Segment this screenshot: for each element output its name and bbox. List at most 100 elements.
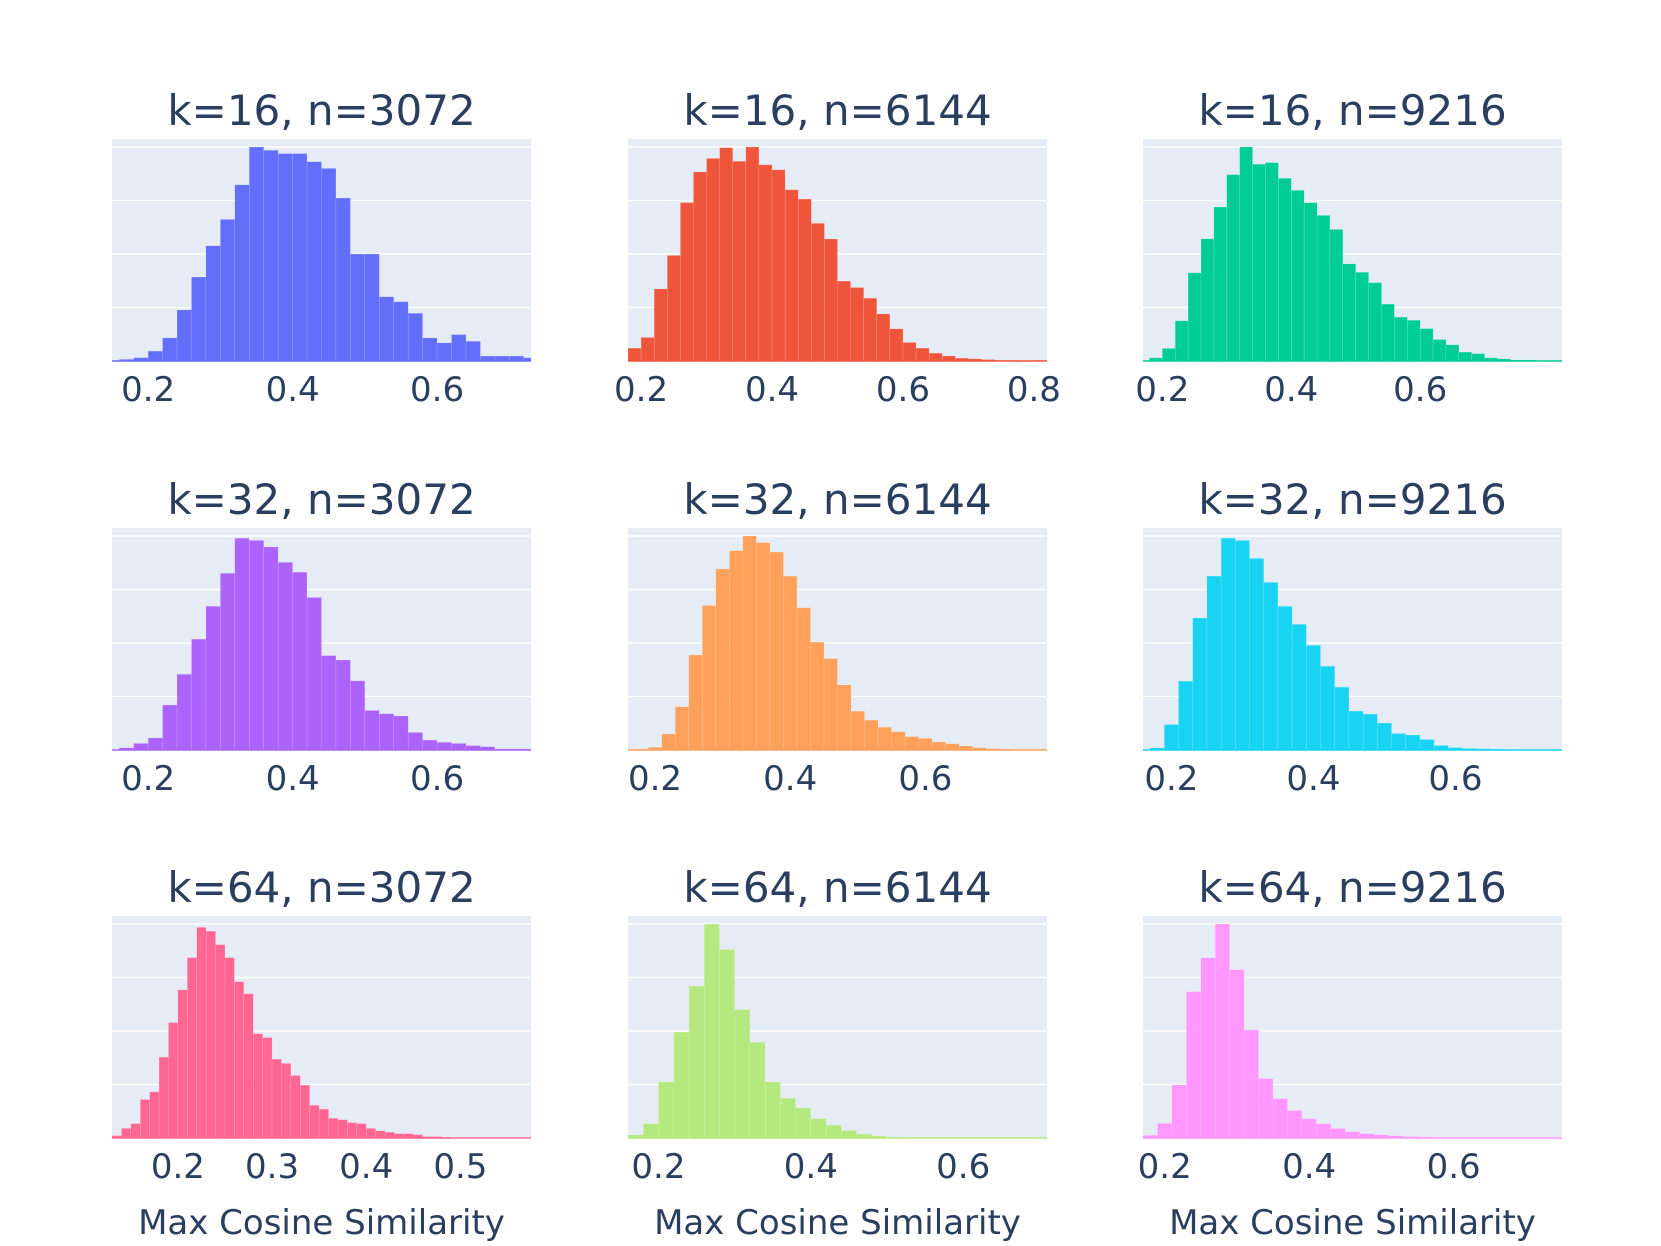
histogram-bar bbox=[1200, 238, 1215, 362]
histogram-bar bbox=[139, 1099, 150, 1139]
histogram-bar bbox=[176, 309, 192, 362]
histogram-bar bbox=[1220, 537, 1236, 751]
histogram-bar bbox=[864, 719, 879, 751]
histogram-bar bbox=[823, 658, 838, 751]
bars bbox=[634, 535, 1041, 751]
bars bbox=[111, 927, 518, 1139]
histogram-bar bbox=[205, 930, 216, 1139]
histogram-bar bbox=[889, 328, 904, 362]
x-tick-label: 0.2 bbox=[1135, 370, 1189, 410]
subplot-1: k=16, n=3072 0.2 0.4 0.6 bbox=[112, 86, 532, 410]
histogram-bar bbox=[1345, 1131, 1360, 1139]
bars bbox=[627, 923, 1025, 1139]
histogram-bar bbox=[837, 684, 852, 751]
histogram-bar bbox=[1306, 644, 1321, 751]
x-tick-label: 0.5 bbox=[433, 1147, 487, 1187]
histogram-bar bbox=[1301, 1118, 1317, 1139]
histogram-bar bbox=[1394, 316, 1408, 362]
subplot-title: k=64, n=3072 bbox=[167, 863, 475, 912]
histogram-bar bbox=[702, 605, 717, 751]
histogram-bar bbox=[780, 1098, 796, 1139]
histogram-bar bbox=[658, 1081, 674, 1139]
histogram-bar bbox=[749, 1041, 766, 1139]
bars bbox=[118, 537, 532, 751]
histogram-bar bbox=[756, 542, 771, 751]
x-tick-label: 0.4 bbox=[784, 1147, 838, 1187]
histogram-bar bbox=[863, 297, 878, 362]
histogram-bar bbox=[729, 550, 744, 751]
histogram-bar bbox=[224, 957, 235, 1139]
subplot-5: k=32, n=6144 0.2 0.4 0.6 bbox=[628, 475, 1047, 799]
histogram-bar bbox=[703, 923, 720, 1139]
histogram-bar bbox=[850, 287, 864, 362]
subplot-title: k=64, n=9216 bbox=[1198, 863, 1506, 912]
histogram-bar bbox=[1171, 1084, 1187, 1139]
histogram-bar bbox=[1214, 923, 1230, 1139]
histogram-bar bbox=[1187, 272, 1202, 362]
histogram-bar bbox=[783, 575, 798, 751]
histogram-bar bbox=[719, 949, 735, 1139]
x-tick-label: 0.4 bbox=[745, 370, 799, 410]
histogram-bar bbox=[205, 245, 221, 362]
histogram-bar bbox=[407, 732, 423, 751]
histogram-bar bbox=[688, 654, 703, 751]
x-axis-title: Max Cosine Similarity bbox=[654, 1203, 1021, 1243]
histogram-bar bbox=[375, 1130, 386, 1139]
histogram-bar bbox=[850, 710, 865, 751]
histogram-bar bbox=[234, 184, 250, 362]
histogram-bar bbox=[176, 674, 192, 751]
histogram-bar bbox=[1263, 582, 1279, 751]
histogram-bar bbox=[627, 347, 642, 362]
histogram-bar bbox=[640, 337, 655, 362]
histogram-bar bbox=[328, 1118, 339, 1139]
histogram-bar bbox=[281, 1063, 292, 1139]
bars bbox=[1149, 537, 1534, 751]
histogram-bar bbox=[379, 713, 394, 751]
x-tick-label: 0.4 bbox=[763, 759, 817, 799]
histogram-bar bbox=[1258, 1078, 1274, 1139]
histogram-bar bbox=[1226, 174, 1240, 362]
histogram-bar bbox=[811, 223, 825, 362]
histogram-bar bbox=[335, 659, 351, 751]
x-axis-title: Max Cosine Similarity bbox=[1169, 1203, 1536, 1243]
histogram-bar bbox=[147, 737, 163, 751]
histogram-bar bbox=[1320, 665, 1335, 751]
x-tick-label: 0.2 bbox=[1144, 759, 1198, 799]
histogram-bar bbox=[764, 1081, 781, 1139]
histogram-bar bbox=[243, 993, 254, 1139]
histogram-bar bbox=[1200, 957, 1216, 1139]
x-axis-title: Max Cosine Similarity bbox=[138, 1203, 505, 1243]
histogram-bar bbox=[680, 202, 694, 362]
histogram-bar bbox=[769, 551, 784, 751]
histogram-bar bbox=[795, 1107, 812, 1139]
histogram-bar bbox=[1368, 282, 1382, 362]
subplot-title: k=64, n=6144 bbox=[683, 863, 991, 912]
histogram-bar bbox=[945, 743, 960, 751]
x-tick-label: 0.6 bbox=[1393, 370, 1447, 410]
histogram-bar bbox=[162, 337, 178, 362]
histogram-bar bbox=[824, 238, 838, 362]
histogram-bar bbox=[1316, 215, 1331, 362]
x-tick-label: 0.4 bbox=[339, 1147, 393, 1187]
histogram-bar bbox=[1419, 328, 1434, 362]
histogram-bar bbox=[1192, 617, 1208, 751]
histogram-bar bbox=[667, 255, 681, 362]
histogram-bar bbox=[215, 944, 226, 1139]
histogram-bar bbox=[147, 350, 163, 362]
subplot-title: k=16, n=9216 bbox=[1198, 86, 1506, 135]
histogram-bar bbox=[918, 738, 933, 751]
histogram-bar bbox=[364, 253, 380, 362]
histogram-bar bbox=[249, 540, 264, 751]
histogram-bar bbox=[196, 927, 207, 1139]
histogram-bar bbox=[347, 1122, 358, 1139]
x-tick-label: 0.4 bbox=[266, 759, 320, 799]
histogram-bar bbox=[249, 146, 264, 362]
histogram-bar bbox=[309, 1105, 320, 1139]
histogram-bar bbox=[292, 153, 308, 362]
histogram-bar bbox=[796, 607, 811, 751]
histogram-bar bbox=[436, 342, 452, 362]
histogram-bar bbox=[1239, 146, 1253, 362]
histogram-bar bbox=[931, 741, 946, 751]
histogram-bar bbox=[321, 655, 337, 751]
histogram-bar bbox=[393, 301, 409, 362]
